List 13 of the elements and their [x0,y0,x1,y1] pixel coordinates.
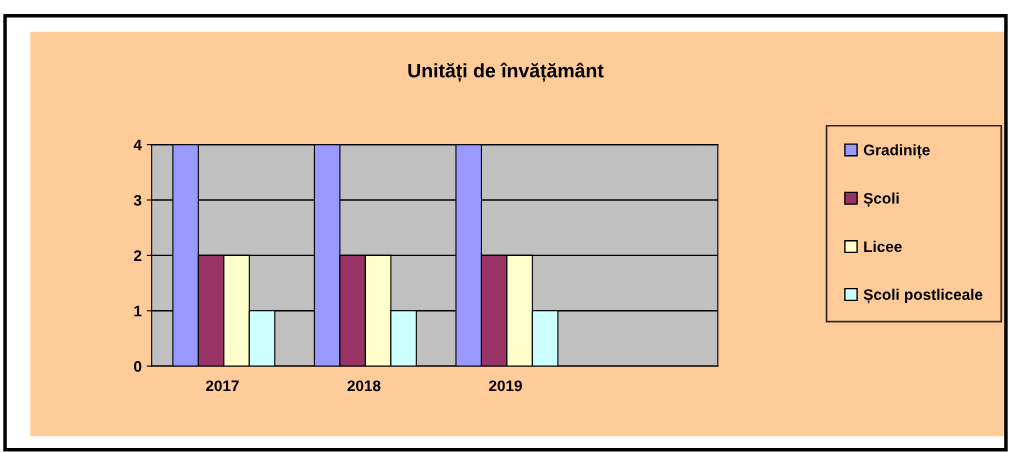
x-tick-label: 2019 [489,380,522,392]
legend-label: Gradinițe [863,144,930,159]
y-tick-label: 4 [133,139,142,151]
legend-label: Școli [863,192,899,208]
legend-label: Licee [864,240,902,253]
y-tick-label: 2 [133,250,142,261]
legend-label: Școli postliceale [863,288,983,304]
x-tick-label: 2018 [347,380,381,392]
y-tick-label: 3 [133,194,142,206]
y-tick-label: 1 [134,305,142,317]
y-tick-label: 0 [134,360,142,372]
x-tick-label: 2017 [205,380,239,392]
chart-title: Unități de învățământ [408,62,604,82]
